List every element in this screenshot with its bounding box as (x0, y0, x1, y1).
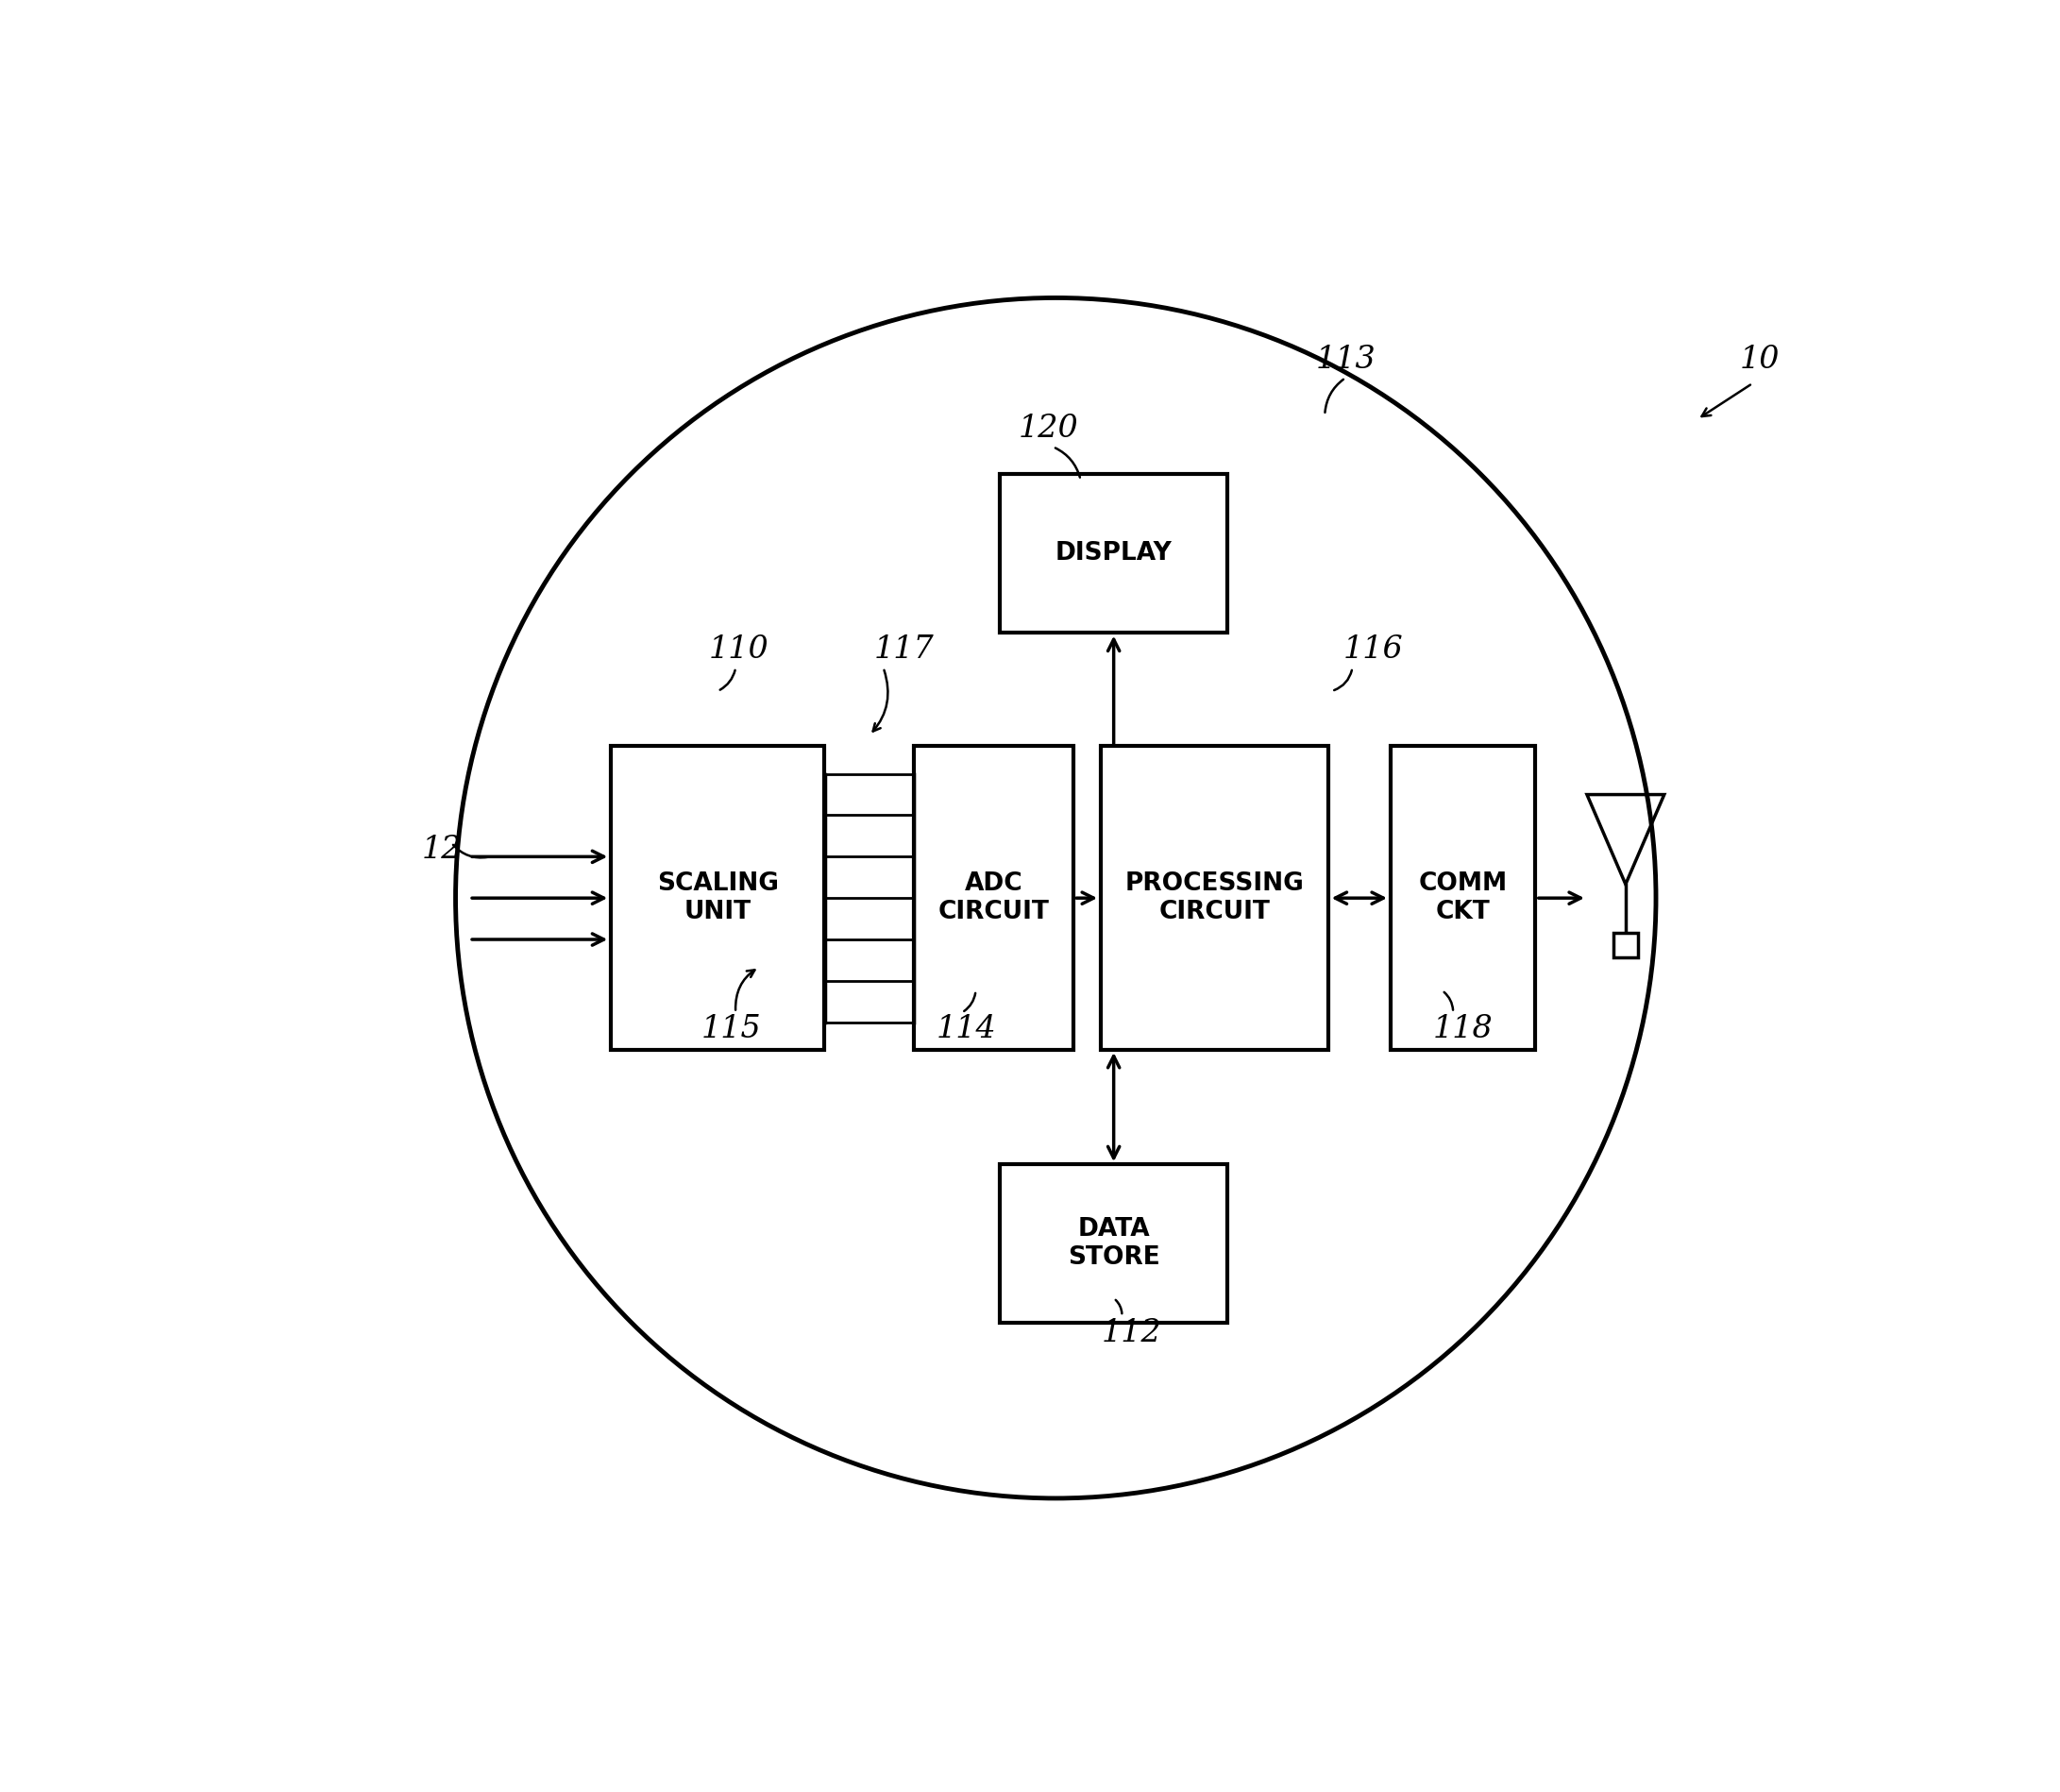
Text: DISPLAY: DISPLAY (1055, 541, 1172, 564)
Text: DATA
STORE: DATA STORE (1067, 1217, 1160, 1269)
Text: 116: 116 (1343, 634, 1403, 665)
Text: SCALING
UNIT: SCALING UNIT (657, 871, 779, 925)
Text: 113: 113 (1316, 344, 1376, 375)
Text: COMM
CKT: COMM CKT (1419, 871, 1508, 925)
Text: 114: 114 (935, 1014, 997, 1045)
Text: 110: 110 (709, 634, 768, 665)
Text: 112: 112 (1102, 1317, 1162, 1348)
Bar (1100, 745, 1329, 1050)
Text: PROCESSING
CIRCUIT: PROCESSING CIRCUIT (1125, 871, 1304, 925)
Text: 120: 120 (1020, 414, 1079, 444)
Bar (1391, 745, 1535, 1050)
Text: 12: 12 (422, 835, 461, 866)
Bar (999, 473, 1228, 633)
Bar (610, 745, 824, 1050)
Text: ADC
CIRCUIT: ADC CIRCUIT (937, 871, 1049, 925)
Text: 115: 115 (700, 1014, 762, 1045)
Bar (915, 745, 1073, 1050)
Text: 118: 118 (1432, 1014, 1493, 1045)
Bar (999, 1163, 1228, 1322)
Text: 10: 10 (1739, 344, 1780, 375)
Bar (1613, 932, 1638, 957)
Text: 117: 117 (873, 634, 933, 665)
